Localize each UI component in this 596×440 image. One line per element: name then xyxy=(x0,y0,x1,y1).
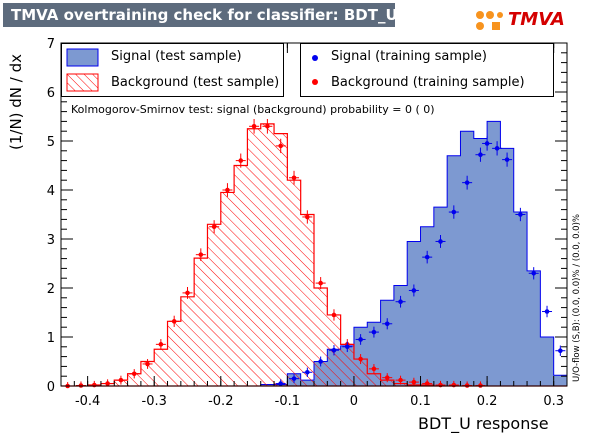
overflow-note-wrap: U/O-flow (S,B): (0.0, 0.0)% / (0.0, 0.0)… xyxy=(572,214,582,383)
background-training-point-6 xyxy=(145,361,150,367)
y-tick-label-2: 2 xyxy=(47,282,55,297)
background-training-point-25 xyxy=(398,377,403,383)
signal-training-point-10 xyxy=(464,180,470,185)
signal-training-point-7 xyxy=(424,254,430,260)
y-tick-label-7: 7 xyxy=(47,37,55,52)
legend-label-background-training: Background (training sample) xyxy=(331,75,525,90)
signal-training-point-6 xyxy=(411,288,417,293)
tmva-logo xyxy=(468,6,590,36)
signal-training-point-16 xyxy=(531,271,537,276)
background-training-point-16 xyxy=(278,143,284,149)
signal-training-point-19 xyxy=(305,369,310,375)
signal-training-point-2 xyxy=(358,337,363,342)
y-tick-label-5: 5 xyxy=(47,135,55,150)
x-tick-label-5: 0.1 xyxy=(410,394,431,409)
x-tick-label-1: -0.3 xyxy=(142,394,167,409)
legend-training: Signal (training sample) Background (tra… xyxy=(300,43,554,97)
background-training-point-19 xyxy=(318,280,323,286)
x-tick-label-4: 0 xyxy=(350,394,358,409)
x-tick-label-7: 0.3 xyxy=(543,394,564,409)
background-training-point-29 xyxy=(451,382,457,388)
background-training-point-3 xyxy=(105,381,110,386)
background-training-point-10 xyxy=(198,252,204,257)
signal-training-point-8 xyxy=(438,239,443,244)
y-tick-label-4: 4 xyxy=(47,184,55,199)
x-tick-label-6: 0.2 xyxy=(477,394,498,409)
y-axis-label-wrap: (1/N) dN / dx xyxy=(1,54,25,151)
background-training-point-18 xyxy=(305,214,310,220)
background-training-point-22 xyxy=(358,356,363,362)
background-training-point-13 xyxy=(238,158,244,163)
signal-training-point-1 xyxy=(344,344,350,350)
overflow-note: U/O-flow (S,B): (0.0, 0.0)% / (0.0, 0.0)… xyxy=(572,214,582,382)
y-tick-label-3: 3 xyxy=(47,233,55,248)
legend-marker-background-training xyxy=(312,79,318,85)
y-tick-label-1: 1 xyxy=(47,331,55,346)
signal-training-point-4 xyxy=(384,321,390,327)
signal-training-point-12 xyxy=(484,141,490,146)
x-axis-label: BDT_U response xyxy=(418,414,549,433)
plot-title: TMVA overtraining check for classifier: … xyxy=(3,3,398,27)
background-training-point-5 xyxy=(131,371,137,377)
background-training-point-2 xyxy=(91,382,97,388)
legend-label-background-test: Background (test sample) xyxy=(111,75,280,90)
background-training-point-24 xyxy=(384,375,390,380)
legend-test: Signal (test sample) Background (test sa… xyxy=(61,43,284,97)
signal-training-point-13 xyxy=(494,146,500,151)
legend-swatch-signal-test xyxy=(66,48,99,67)
logo-text: TMVA xyxy=(508,9,565,30)
signal-training-point-5 xyxy=(398,299,403,305)
background-training-point-14 xyxy=(251,124,257,129)
background-training-point-4 xyxy=(118,377,124,383)
x-tick-label-3: -0.1 xyxy=(275,394,300,409)
signal-training-point-17 xyxy=(544,309,550,314)
legend-marker-signal-training xyxy=(312,55,318,61)
background-training-point-17 xyxy=(291,175,297,181)
signal-training-point-15 xyxy=(518,212,523,217)
signal-training-point-18 xyxy=(558,348,563,354)
signal-training-point-9 xyxy=(451,209,457,215)
background-training-point-27 xyxy=(424,381,430,386)
signal-training-point-21 xyxy=(291,376,297,381)
background-training-point-23 xyxy=(371,366,377,372)
y-tick-label-0: 0 xyxy=(47,380,55,395)
y-axis-label: (1/N) dN / dx xyxy=(7,53,25,150)
legend-swatches-test xyxy=(66,48,99,92)
logo-dots-icon xyxy=(476,11,503,30)
signal-training-point-11 xyxy=(478,152,483,158)
legend-markers-training xyxy=(312,55,318,85)
x-tick-label-0: -0.4 xyxy=(75,394,100,409)
background-training-point-9 xyxy=(185,290,190,296)
background-training-point-15 xyxy=(265,124,270,129)
ks-test-annotation: Kolmogorov-Smirnov test: signal (backgro… xyxy=(71,103,435,116)
legend-label-signal-test: Signal (test sample) xyxy=(111,49,242,64)
y-tick-label-6: 6 xyxy=(47,86,55,101)
signal-training-point-20 xyxy=(318,359,323,364)
background-training-point-8 xyxy=(171,319,177,324)
signal-training-point-22 xyxy=(278,381,284,386)
background-training-point-20 xyxy=(331,312,337,318)
background-training-point-26 xyxy=(411,379,417,385)
signal-training-point-3 xyxy=(371,329,377,335)
background-training-point-28 xyxy=(438,382,443,388)
signal-training-point-0 xyxy=(331,347,337,353)
background-training-point-11 xyxy=(211,224,217,230)
signal-training-point-14 xyxy=(504,157,510,162)
legend-swatch-background-test xyxy=(66,73,99,92)
x-tick-label-2: -0.2 xyxy=(208,394,233,409)
background-training-point-12 xyxy=(225,187,230,193)
legend-label-signal-training: Signal (training sample) xyxy=(331,49,487,64)
background-training-point-7 xyxy=(158,342,164,347)
